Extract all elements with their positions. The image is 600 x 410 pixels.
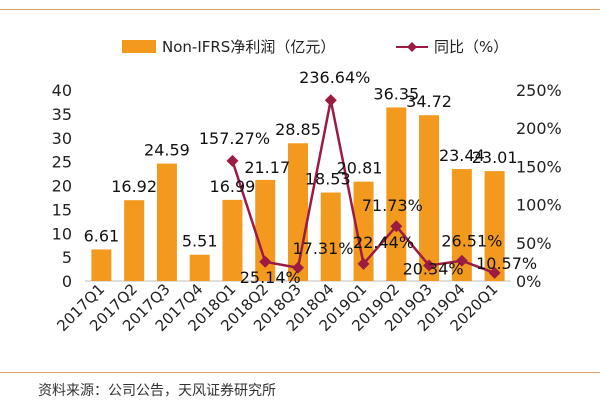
line-value-labels: 157.27% 25.14% 17.31% 236.64% 22.44% 71.73% 20…: [199, 68, 537, 287]
bar-value-label: 28.85: [275, 120, 321, 139]
left-axis-tick-label: 0: [62, 272, 72, 291]
chart-canvas: Non-IFRS净利润（亿元） 同比（%） 0 5 10 15 20 25 30 35 40 0…: [52, 38, 562, 335]
bar-2018Q1: [222, 199, 243, 281]
yoy-point-2018Q4: [324, 94, 337, 107]
left-axis-tick-label: 5: [62, 248, 72, 267]
yoy-value-label: 17.31%: [292, 239, 353, 258]
bar-series: [91, 107, 505, 282]
bar-2019Q4: [451, 169, 472, 281]
yoy-value-label: 20.34%: [403, 259, 464, 278]
right-axis-ticks: 0% 50% 100% 150% 200% 250%: [516, 81, 562, 291]
right-axis-tick-label: 100%: [516, 196, 562, 215]
bar-value-label: 20.81: [337, 159, 383, 178]
bar-value-label: 16.99: [210, 177, 256, 196]
yoy-point-2019Q4: [455, 254, 468, 267]
left-axis-tick-label: 15: [52, 200, 72, 219]
bar-value-label: 16.92: [111, 177, 157, 196]
line-series: [226, 94, 501, 279]
bottom-divider: [0, 372, 600, 373]
yoy-point-2019Q2: [390, 220, 403, 233]
yoy-point-2018Q1: [226, 154, 239, 167]
bar-value-label: 24.59: [144, 141, 190, 160]
left-axis-tick-label: 10: [52, 224, 72, 243]
left-axis-tick-label: 40: [52, 81, 72, 100]
legend-line-marker: [407, 42, 417, 52]
bar-value-label: 23.01: [472, 148, 518, 167]
yoy-point-2018Q2: [259, 255, 272, 268]
bar-2020Q1: [484, 171, 505, 281]
bar-2018Q3: [288, 143, 308, 281]
yoy-value-label: 10.57%: [476, 254, 537, 273]
legend-bar-label: Non-IFRS净利润（亿元）: [162, 38, 335, 56]
bar-value-label: 5.51: [182, 232, 218, 251]
bar-2018Q2: [255, 179, 276, 281]
left-axis-tick-label: 30: [52, 129, 72, 148]
right-axis-tick-label: 200%: [516, 119, 562, 138]
right-axis-tick-label: 0%: [516, 272, 541, 291]
left-axis-tick-label: 20: [52, 177, 72, 196]
legend-line-label: 同比（%）: [434, 38, 508, 56]
right-axis-tick-label: 50%: [516, 234, 552, 253]
yoy-value-label: 71.73%: [362, 196, 423, 215]
right-axis-tick-label: 150%: [516, 157, 562, 176]
bar-2017Q3: [156, 163, 177, 281]
bar-2017Q1: [91, 249, 112, 281]
x-axis-ticks: 2017Q12017Q22017Q32017Q42018Q12018Q22018…: [53, 280, 501, 335]
yoy-value-label: 22.44%: [353, 233, 414, 252]
top-divider: [0, 9, 600, 10]
yoy-value-label: 236.64%: [299, 68, 370, 87]
source-note: 资料来源：公司公告，天风证券研究所: [38, 383, 276, 399]
bar-value-label: 18.53: [305, 170, 351, 189]
bar-value-label: 36.35: [373, 84, 419, 103]
right-axis-tick-label: 250%: [516, 81, 562, 100]
bar-value-label: 6.61: [84, 226, 120, 245]
yoy-value-label: 25.14%: [240, 268, 301, 287]
legend: Non-IFRS净利润（亿元） 同比（%）: [122, 38, 508, 56]
left-axis-tick-label: 35: [52, 105, 72, 124]
bar-2017Q2: [124, 200, 145, 281]
bar-2019Q1: [353, 181, 374, 281]
yoy-point-2019Q1: [357, 257, 370, 270]
bar-2017Q4: [189, 254, 210, 281]
bar-2018Q4: [320, 192, 341, 281]
yoy-point-2018Q3: [292, 261, 304, 274]
bar-value-label: 21.17: [244, 158, 290, 177]
bar-value-label: 34.72: [406, 92, 452, 111]
left-axis-ticks: 0 5 10 15 20 25 30 35 40: [52, 81, 72, 291]
yoy-value-label: 157.27%: [199, 129, 270, 148]
yoy-point-2020Q1: [488, 266, 501, 279]
left-axis-tick-label: 25: [52, 153, 72, 172]
bar-2019Q3: [419, 115, 440, 281]
bar-value-label: 23.44: [439, 146, 485, 165]
yoy-point-2019Q3: [423, 259, 436, 272]
bar-2019Q2: [386, 107, 407, 282]
yoy-value-label: 26.51%: [441, 232, 502, 251]
legend-bar-swatch: [122, 40, 156, 53]
